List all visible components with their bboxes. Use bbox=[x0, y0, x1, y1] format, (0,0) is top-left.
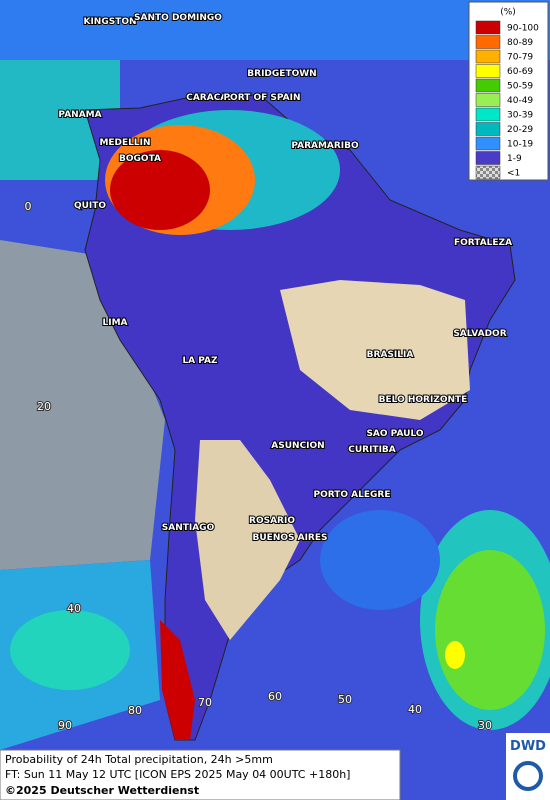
footer-line: FT: Sun 11 May 12 UTC [ICON EPS 2025 May… bbox=[5, 768, 350, 781]
city-label: SALVADOR bbox=[453, 329, 506, 339]
precip-area bbox=[320, 510, 440, 610]
lon-label: 60 bbox=[268, 690, 282, 703]
legend-swatch bbox=[475, 107, 501, 122]
city-label: PORTO ALEGRE bbox=[313, 490, 390, 500]
legend-title: (%) bbox=[500, 8, 516, 18]
legend-swatch bbox=[475, 64, 501, 78]
legend-label: 20-29 bbox=[507, 125, 533, 135]
legend-label: 90-100 bbox=[507, 24, 539, 34]
city-label: BRIDGETOWN bbox=[247, 69, 316, 79]
precip-area bbox=[435, 550, 545, 710]
logo-text: DWD bbox=[510, 739, 546, 754]
city-label: PANAMA bbox=[58, 110, 101, 120]
precip-area bbox=[445, 641, 465, 669]
lat-label: 40 bbox=[67, 602, 81, 615]
footer bbox=[0, 749, 401, 800]
lon-label: 90 bbox=[58, 719, 72, 732]
legend-swatch bbox=[475, 78, 501, 93]
legend-swatch bbox=[475, 49, 501, 64]
city-label: BUENOS AIRES bbox=[253, 533, 328, 543]
city-label: FORTALEZA bbox=[454, 238, 512, 248]
city-label: BELO HORIZONTE bbox=[379, 395, 468, 405]
dry-land bbox=[195, 440, 300, 640]
legend-label: 70-79 bbox=[507, 53, 533, 63]
logo-icon bbox=[513, 761, 543, 791]
city-label: CARACAS bbox=[186, 93, 234, 103]
legend-swatch bbox=[475, 151, 501, 165]
lon-label: 80 bbox=[128, 704, 142, 717]
precip-area bbox=[110, 150, 210, 230]
lat-label: 20 bbox=[37, 400, 51, 413]
precip-area bbox=[160, 620, 195, 740]
city-label: BRASILIA bbox=[367, 350, 414, 360]
legend-swatch bbox=[475, 93, 501, 107]
legend-swatch bbox=[475, 165, 501, 180]
copyright: ©2025 Deutscher Wetterdienst bbox=[5, 784, 199, 797]
city-label: PARAMARIBO bbox=[291, 141, 359, 151]
city-label: ASUNCION bbox=[271, 441, 324, 451]
city-label: QUITO bbox=[74, 201, 106, 211]
legend-entries: 90-100 80-89 70-79 60-69 50-59 40-49 30-39 20-2… bbox=[475, 20, 539, 180]
precip-area bbox=[0, 0, 550, 60]
precip-area bbox=[10, 610, 130, 690]
footer-line: Probability of 24h Total precipitation, … bbox=[5, 753, 273, 766]
city-label: KINGSTON bbox=[83, 17, 136, 27]
city-label: SAO PAULO bbox=[366, 429, 423, 439]
city-label: PORT OF SPAIN bbox=[223, 93, 300, 103]
legend-label: 60-69 bbox=[507, 67, 533, 77]
legend-label: 1-9 bbox=[507, 154, 522, 164]
dry-land bbox=[280, 280, 470, 420]
legend-swatch bbox=[475, 122, 501, 136]
city-label: BOGOTA bbox=[119, 154, 161, 164]
city-label: SANTIAGO bbox=[162, 523, 215, 533]
legend-swatch bbox=[475, 136, 501, 151]
city-label: LIMA bbox=[102, 318, 127, 328]
legend-label: 50-59 bbox=[507, 82, 533, 92]
lon-label: 40 bbox=[408, 703, 422, 716]
legend-label: 30-39 bbox=[507, 111, 533, 121]
city-label: MEDELLIN bbox=[99, 138, 150, 148]
city-label: LA PAZ bbox=[182, 356, 218, 366]
legend-label: 40-49 bbox=[507, 96, 533, 106]
legend-label: <1 bbox=[507, 169, 520, 179]
lat-label: 0 bbox=[25, 200, 32, 213]
city-label: CURITIBA bbox=[348, 445, 396, 455]
legend-label: 10-19 bbox=[507, 140, 533, 150]
legend-label: 80-89 bbox=[507, 38, 533, 48]
city-label: ROSARIO bbox=[249, 516, 295, 526]
lon-label: 50 bbox=[338, 693, 352, 706]
legend-swatch bbox=[475, 20, 501, 35]
land bbox=[84, 94, 516, 741]
city-label: SANTO DOMINGO bbox=[134, 13, 222, 23]
lon-label: 70 bbox=[198, 696, 212, 709]
legend-swatch bbox=[475, 35, 501, 49]
lon-label: 30 bbox=[478, 719, 492, 732]
